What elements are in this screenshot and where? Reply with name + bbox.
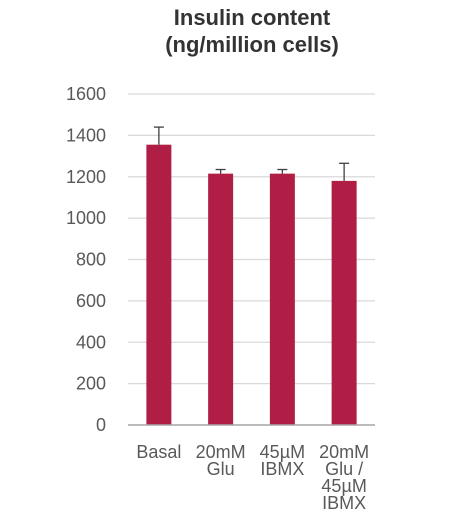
y-tick-label: 1000	[66, 208, 106, 228]
category-label-line: Basal	[136, 442, 181, 462]
category-label-line: IBMX	[260, 459, 304, 479]
error-bars	[153, 126, 350, 181]
category-label-line: Glu	[207, 459, 235, 479]
chart-title: Insulin content(ng/million cells)	[165, 5, 339, 57]
bar	[208, 173, 234, 425]
category-label: 45µM IBMX	[260, 442, 305, 479]
y-tick-label: 400	[76, 332, 106, 352]
y-tick-label: 1400	[66, 125, 106, 145]
category-label-line: 45µM	[260, 442, 305, 462]
bar	[146, 144, 172, 425]
category-label-line: 20mM	[319, 442, 369, 462]
bar	[269, 173, 295, 425]
chart-title-line: Insulin content	[174, 5, 331, 30]
y-tick-label: 1200	[66, 167, 106, 187]
category-label-line: 45µM	[321, 476, 366, 496]
bars	[146, 144, 357, 425]
y-tick-label: 0	[96, 415, 106, 435]
category-label: 20mM Glu	[196, 442, 246, 479]
category-label-line: 20mM	[196, 442, 246, 462]
chart-title-line: (ng/million cells)	[165, 32, 339, 57]
y-axis-ticks: 0 200 400 600 800 1000 1200 1400 1600	[66, 84, 106, 435]
category-label-line: IBMX	[322, 493, 366, 513]
y-tick-label: 600	[76, 291, 106, 311]
category-label: 20mM Glu /45µM IBMX	[319, 442, 369, 513]
category-label-line: Glu /	[325, 459, 363, 479]
y-tick-label: 800	[76, 250, 106, 270]
y-tick-label: 1600	[66, 84, 106, 104]
category-label: Basal	[136, 442, 181, 462]
y-tick-label: 200	[76, 374, 106, 394]
bar	[331, 180, 357, 425]
